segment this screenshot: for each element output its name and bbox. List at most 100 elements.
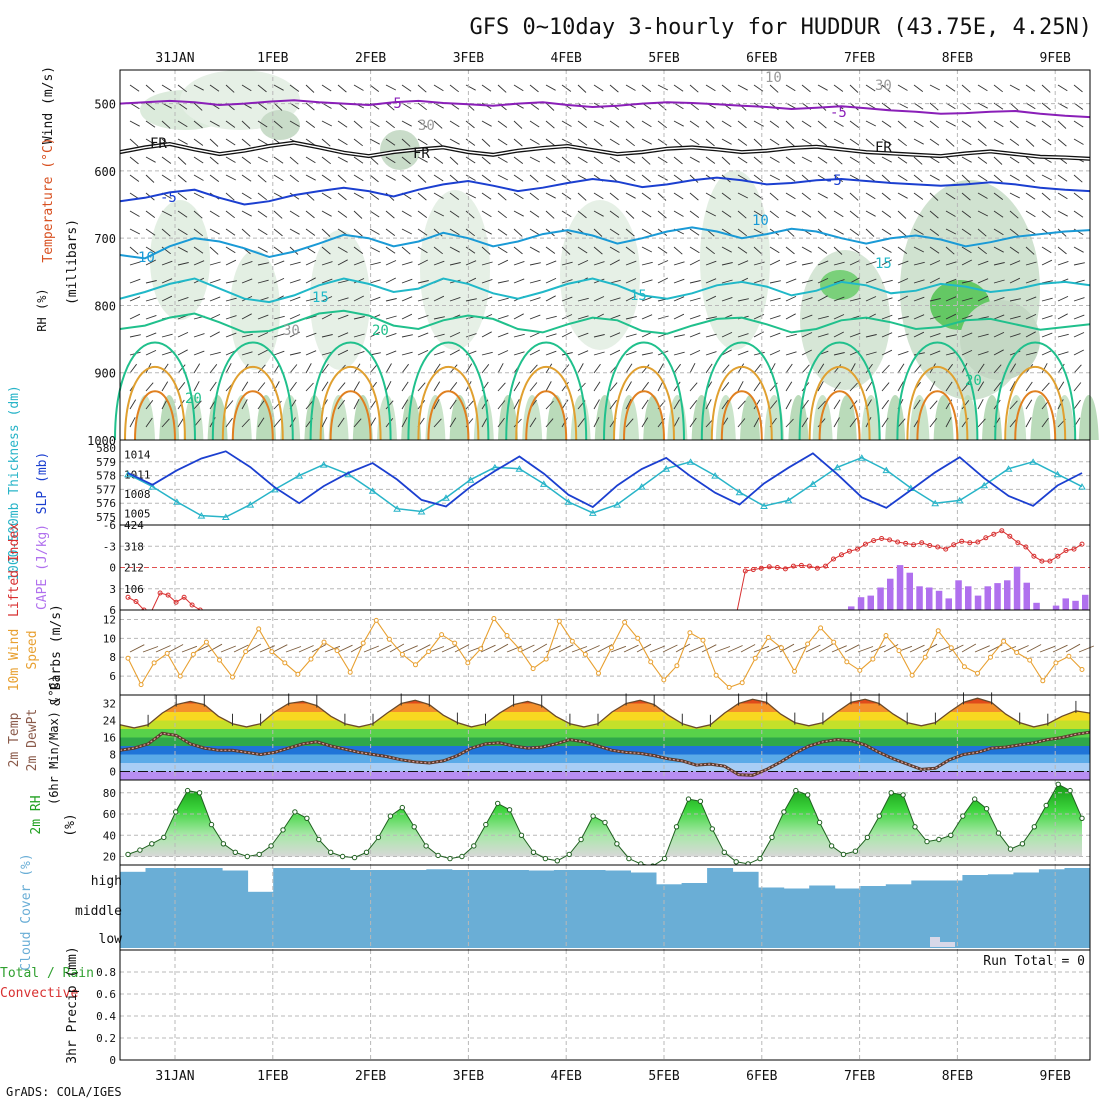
surface-wind-barb	[675, 643, 691, 653]
lifted-index-point	[1047, 558, 1053, 564]
rh-point	[1055, 781, 1061, 787]
rh-point	[542, 855, 549, 862]
rh-point	[387, 813, 394, 819]
wind-barb	[881, 246, 892, 253]
wind-barb	[417, 192, 427, 201]
wind-barb	[193, 298, 205, 302]
axis-label: (6hr Min/Max) (°C)	[47, 675, 61, 805]
wind-barb	[705, 351, 717, 356]
surface-wind-barb	[493, 643, 509, 653]
wind-barb	[321, 174, 332, 182]
surface-wind-barb	[623, 644, 639, 653]
surface-wind-barb	[701, 644, 717, 653]
wind-barb	[481, 210, 492, 218]
rh-point	[793, 787, 799, 794]
wind-barb	[129, 261, 141, 266]
pressure-tick-label: 700	[94, 232, 116, 246]
x-tick-label-top: 1FEB	[257, 51, 288, 66]
wind-barb	[209, 381, 217, 392]
rh-shade-area	[740, 395, 760, 440]
temperature-contour	[896, 341, 979, 441]
precip-tick-label: 0.4	[96, 1010, 116, 1023]
temperature-contour	[119, 277, 1091, 304]
wind-barb	[401, 296, 413, 302]
wind-barb	[145, 156, 156, 163]
wind-barb	[721, 364, 730, 374]
wind-barb	[129, 174, 140, 182]
dewpoint-line	[119, 731, 1091, 776]
wind-speed-point	[203, 639, 209, 645]
x-tick-label-top: 2FEB	[355, 51, 386, 66]
wind-speed-point	[308, 656, 314, 662]
rh-shade-area	[560, 200, 640, 350]
wind-barb	[801, 314, 813, 320]
wind-barb	[929, 400, 938, 410]
thickness-point	[1004, 465, 1013, 472]
wind-barb	[193, 102, 203, 111]
wind-barb	[993, 120, 1004, 128]
wind-barb	[513, 260, 525, 266]
rh-point	[459, 853, 465, 860]
wind-barb	[225, 259, 237, 266]
wind-barb	[705, 316, 717, 320]
surface-wind-barb	[883, 644, 899, 653]
surface-wind-barb	[1078, 645, 1094, 653]
lifted-index-point	[871, 538, 877, 544]
wind-barb	[785, 381, 793, 392]
wind-speed-point	[622, 619, 628, 625]
wind-barb	[897, 246, 908, 254]
thickness-tick-label: 580	[96, 442, 116, 455]
wind-barb	[433, 381, 441, 392]
temperature-contour	[119, 309, 1091, 335]
wind-speed-point	[217, 657, 222, 663]
cloud-high-bar	[528, 870, 555, 893]
cape-tick-label: 212	[124, 562, 144, 575]
wind-barb	[1025, 84, 1036, 92]
rh-point	[626, 855, 632, 862]
wind-barb	[705, 260, 717, 266]
rh-point	[244, 853, 251, 860]
wind-barb	[433, 228, 443, 237]
wind-barb	[913, 210, 924, 218]
wind-barb	[817, 260, 829, 266]
wind-barb	[289, 352, 301, 356]
wind-barb	[1041, 138, 1052, 146]
wind-barb	[561, 331, 573, 338]
wind-barb	[865, 296, 877, 302]
cape-tick-label: 318	[124, 540, 144, 553]
wind-barb	[545, 138, 556, 146]
wind-barb	[577, 192, 587, 201]
wind-barb	[1041, 174, 1053, 181]
wind-barb	[449, 296, 461, 302]
wind-barb	[1073, 138, 1084, 145]
wind-barb	[929, 192, 939, 201]
wind-barb	[177, 174, 187, 183]
surface-wind-barb	[792, 645, 808, 653]
wind-barb	[1041, 332, 1053, 338]
wind-barb	[577, 84, 587, 93]
wind-barb	[1041, 84, 1051, 93]
wind-barb	[129, 228, 141, 235]
thickness-point	[882, 466, 891, 474]
temperature-contour	[906, 365, 969, 441]
wind-barb	[177, 192, 188, 200]
wind-barb	[673, 334, 685, 338]
wind-barb	[561, 156, 571, 165]
wind-barb	[1057, 313, 1068, 320]
wind-barb	[337, 120, 348, 128]
wind-barb	[577, 210, 587, 219]
cloud-high-bar	[120, 871, 146, 894]
cape-bar	[1013, 566, 1021, 610]
wind-speed-point	[857, 667, 863, 673]
wind-barb	[305, 156, 316, 164]
wind-barb	[993, 314, 1005, 320]
wind-barb	[225, 228, 236, 236]
wind-barb	[705, 278, 717, 284]
wind-barb	[305, 138, 316, 146]
cloud-high-bar	[732, 871, 759, 894]
wind-barb	[401, 210, 412, 217]
wind-barb	[305, 350, 317, 356]
thickness-point	[295, 472, 304, 479]
rh-point	[983, 806, 990, 812]
cloud-high-bar	[553, 870, 580, 893]
